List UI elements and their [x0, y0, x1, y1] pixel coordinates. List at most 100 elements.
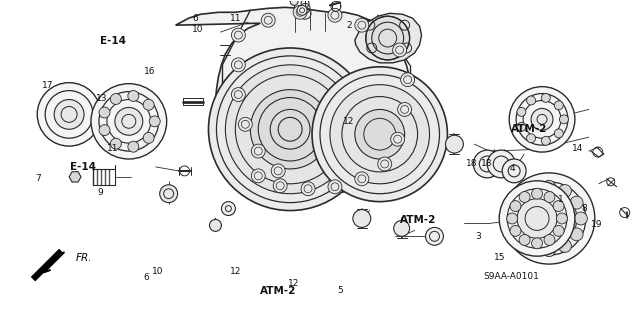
Circle shape: [515, 196, 528, 209]
Circle shape: [115, 108, 143, 135]
Circle shape: [532, 188, 543, 199]
Text: 15: 15: [494, 253, 506, 262]
Circle shape: [531, 108, 553, 130]
Circle shape: [445, 135, 463, 153]
Circle shape: [128, 141, 139, 152]
Circle shape: [393, 43, 406, 57]
Text: 16: 16: [143, 67, 155, 76]
Circle shape: [353, 210, 371, 227]
Circle shape: [221, 202, 236, 216]
Circle shape: [515, 228, 528, 241]
Circle shape: [209, 48, 372, 211]
Circle shape: [510, 226, 521, 236]
Text: 2: 2: [346, 21, 351, 30]
Circle shape: [499, 181, 575, 256]
Circle shape: [301, 182, 315, 196]
Circle shape: [355, 18, 369, 32]
Text: ATM-2: ATM-2: [259, 286, 296, 296]
Circle shape: [541, 93, 550, 102]
Text: 8: 8: [582, 204, 588, 213]
Circle shape: [570, 196, 583, 209]
Circle shape: [252, 144, 265, 158]
Circle shape: [390, 132, 404, 146]
Text: ATM-2: ATM-2: [511, 124, 548, 135]
Circle shape: [544, 234, 555, 245]
Circle shape: [250, 90, 330, 169]
Circle shape: [527, 185, 540, 197]
Circle shape: [225, 65, 355, 194]
Circle shape: [510, 201, 521, 211]
Circle shape: [91, 84, 166, 159]
Circle shape: [143, 132, 154, 143]
Circle shape: [297, 5, 307, 15]
Circle shape: [149, 116, 160, 127]
Circle shape: [426, 227, 444, 245]
Text: 3: 3: [475, 233, 481, 241]
Text: 6: 6: [193, 14, 198, 23]
Circle shape: [574, 212, 588, 225]
Circle shape: [553, 226, 564, 236]
Circle shape: [519, 192, 530, 203]
Polygon shape: [69, 172, 81, 182]
Circle shape: [541, 136, 550, 145]
Text: 7: 7: [35, 174, 41, 183]
Text: 10: 10: [192, 25, 204, 34]
Text: 18: 18: [481, 159, 493, 168]
Circle shape: [570, 228, 583, 241]
Circle shape: [355, 172, 369, 186]
Circle shape: [111, 138, 122, 149]
Text: 6: 6: [144, 273, 150, 282]
Text: 1: 1: [558, 195, 564, 204]
Circle shape: [511, 212, 524, 225]
Text: 17: 17: [42, 81, 53, 90]
Circle shape: [559, 115, 568, 124]
Text: 12: 12: [287, 279, 299, 288]
Circle shape: [517, 199, 557, 238]
Circle shape: [128, 91, 139, 101]
Circle shape: [99, 125, 110, 136]
Circle shape: [271, 164, 285, 178]
Circle shape: [209, 219, 221, 231]
Circle shape: [502, 159, 526, 183]
Text: 11: 11: [107, 144, 118, 153]
Text: ATM-2: ATM-2: [399, 215, 436, 225]
Text: S9AA-A0101: S9AA-A0101: [483, 272, 539, 281]
Circle shape: [312, 67, 447, 202]
Circle shape: [517, 122, 526, 131]
Circle shape: [54, 100, 84, 129]
Circle shape: [509, 87, 575, 152]
Polygon shape: [175, 7, 413, 194]
Text: 9: 9: [97, 188, 103, 197]
Circle shape: [293, 5, 307, 19]
Text: 14: 14: [572, 144, 584, 153]
Circle shape: [559, 240, 572, 252]
Text: E-14: E-14: [100, 36, 125, 46]
Circle shape: [401, 73, 415, 87]
Circle shape: [531, 201, 567, 236]
Circle shape: [378, 157, 392, 171]
Circle shape: [543, 180, 556, 193]
Circle shape: [559, 185, 572, 197]
Circle shape: [232, 58, 245, 72]
Polygon shape: [355, 13, 422, 63]
Text: 19: 19: [591, 220, 603, 229]
Circle shape: [527, 134, 536, 143]
Polygon shape: [223, 85, 295, 191]
Circle shape: [517, 108, 526, 116]
Circle shape: [111, 93, 122, 104]
Circle shape: [553, 201, 564, 211]
Circle shape: [394, 220, 410, 236]
Circle shape: [273, 179, 287, 193]
Circle shape: [328, 180, 342, 194]
Circle shape: [556, 213, 568, 224]
Circle shape: [232, 88, 245, 101]
Text: 12: 12: [343, 117, 355, 126]
Text: E-14: E-14: [70, 162, 96, 172]
Text: 12: 12: [230, 267, 241, 276]
Circle shape: [238, 117, 252, 131]
Circle shape: [330, 85, 429, 184]
Circle shape: [143, 99, 154, 110]
Circle shape: [355, 109, 404, 159]
Circle shape: [507, 213, 518, 224]
Circle shape: [503, 173, 595, 264]
